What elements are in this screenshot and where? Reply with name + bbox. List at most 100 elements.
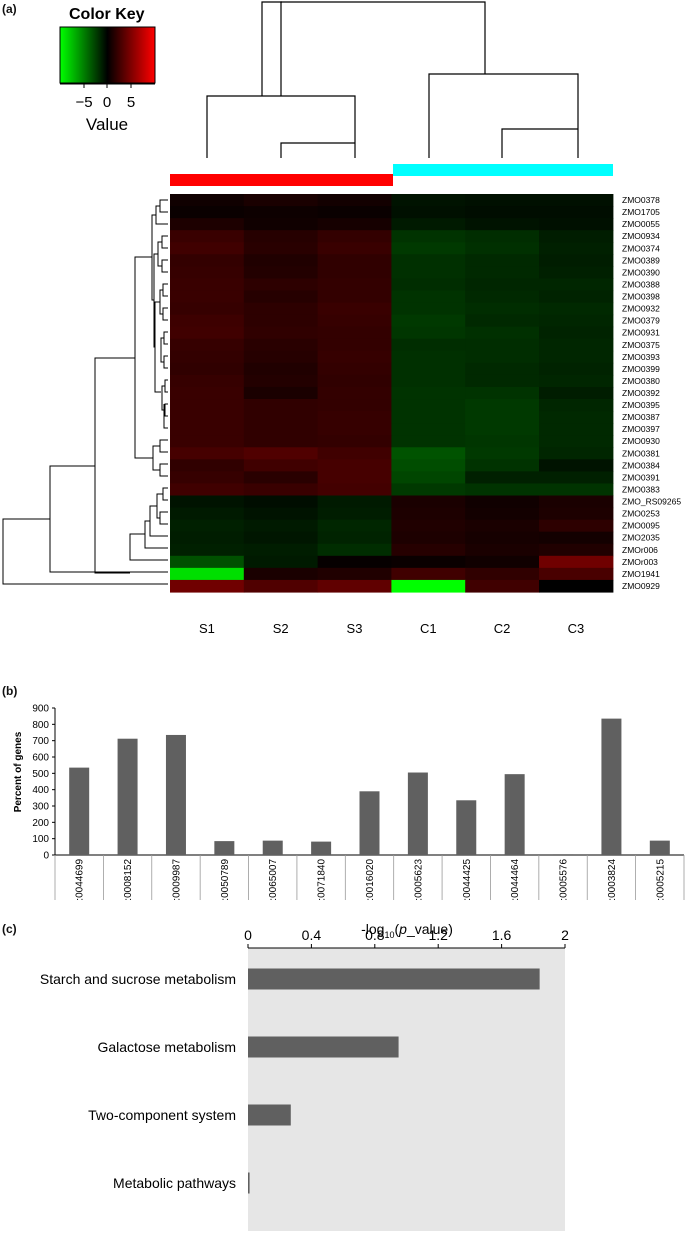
heatmap-cell xyxy=(170,254,245,267)
heatmap-cell xyxy=(317,314,392,328)
bar-GO-0071840 xyxy=(311,841,332,855)
heatmap-cell xyxy=(465,555,540,569)
heatmap-cell xyxy=(391,206,466,219)
heatmap-cell xyxy=(539,459,614,472)
heatmap-cell xyxy=(170,423,245,436)
heatmap-cell xyxy=(170,386,245,400)
heatmap-cell xyxy=(465,567,540,581)
heatmap-cell xyxy=(391,399,466,412)
go-axes: 0 100 200 300 400 500 600 700 800 900 xyxy=(32,704,684,862)
heatmap-cell xyxy=(170,579,245,593)
color-key-tick: 5 xyxy=(127,94,135,111)
heatmap-cell xyxy=(170,543,245,557)
heatmap-row-labels: ZMO0378 ZMO1705 ZMO0055 ZMO0934 ZMO0374 ZMO03… xyxy=(622,195,681,591)
y-tick-label: 300 xyxy=(32,802,49,813)
heatmap-cell xyxy=(539,266,614,280)
heatmap-cell xyxy=(391,350,466,364)
row-label: ZMO0378 xyxy=(622,195,660,205)
category-label: Metabolic pathways xyxy=(113,1175,236,1191)
bar-GO-0065007 xyxy=(262,840,283,855)
bar-GO-0044464 xyxy=(504,774,525,855)
row-label: ZMO0383 xyxy=(622,484,660,494)
heatmap-cell xyxy=(391,218,466,231)
row-label: ZMO0384 xyxy=(622,460,660,470)
heatmap-cell xyxy=(170,399,245,412)
heatmap-cell xyxy=(317,519,392,533)
heatmap-cell xyxy=(170,531,245,545)
heatmap-cell xyxy=(465,543,540,557)
heatmap-cell xyxy=(170,471,245,485)
row-label: ZMO0055 xyxy=(622,219,660,229)
x-tick-label: 0.8 xyxy=(365,927,385,943)
bar-GO-0005623 xyxy=(407,772,428,855)
heatmap-cell xyxy=(539,531,614,545)
heatmap-cell xyxy=(170,218,245,231)
heatmap-cell xyxy=(317,242,392,255)
heatmap-cell xyxy=(539,242,614,255)
heatmap-cell xyxy=(539,290,614,304)
heatmap-cell xyxy=(317,254,392,267)
heatmap-cell xyxy=(539,326,614,340)
row-label: ZMO0399 xyxy=(622,364,660,374)
heatmap-cell xyxy=(539,386,614,400)
heatmap-cell xyxy=(391,483,466,497)
category-label: Two-component system xyxy=(88,1107,236,1123)
heatmap-cell xyxy=(243,254,319,267)
heatmap-cell xyxy=(317,507,392,521)
heatmap-cell xyxy=(539,254,614,267)
row-label: ZMO0387 xyxy=(622,412,660,422)
row-label: ZMOr006 xyxy=(622,545,658,555)
y-tick-label: 500 xyxy=(32,769,49,780)
heatmap-cell xyxy=(243,519,319,533)
row-label: ZMO0389 xyxy=(622,255,660,265)
heatmap-cell xyxy=(465,338,540,352)
heatmap-cell xyxy=(243,350,319,364)
heatmap-cell xyxy=(170,435,245,448)
heatmap-cell xyxy=(243,386,319,400)
row-label: ZMO0388 xyxy=(622,279,660,289)
category-label: GO:0005576 xyxy=(559,859,570,900)
heatmap-cell xyxy=(465,242,540,255)
heatmap-cell xyxy=(391,278,466,292)
heatmap-cell xyxy=(465,326,540,340)
heatmap-cell xyxy=(170,326,245,340)
row-label: ZMO0391 xyxy=(622,472,660,482)
heatmap-cell xyxy=(317,579,392,593)
heatmap-cell xyxy=(317,374,392,388)
heatmap-cell xyxy=(391,495,466,509)
row-label: ZMO0931 xyxy=(622,328,660,338)
category-label: GO:0044425 xyxy=(462,859,473,900)
heatmap-cell xyxy=(170,374,245,388)
heatmap-cell xyxy=(539,278,614,292)
heatmap-cell xyxy=(243,338,319,352)
heatmap-cell xyxy=(539,507,614,521)
heatmap-cell xyxy=(539,543,614,557)
color-key-title: Color Key xyxy=(69,6,145,23)
heatmap-cell xyxy=(170,495,245,509)
heatmap-cell xyxy=(391,519,466,533)
category-label: GO:0044699 xyxy=(75,859,86,900)
heatmap-cell xyxy=(465,206,540,219)
column-label: S1 xyxy=(199,621,215,636)
heatmap-cell xyxy=(317,266,392,280)
heatmap-cell xyxy=(391,290,466,304)
heatmap-cell xyxy=(391,362,466,376)
column-label: C1 xyxy=(420,621,437,636)
heatmap-cell xyxy=(170,266,245,280)
heatmap-cell xyxy=(465,519,540,533)
heatmap-cell xyxy=(243,266,319,280)
y-tick-label: 100 xyxy=(32,834,49,845)
heatmap-cell xyxy=(170,483,245,497)
heatmap-cell xyxy=(465,507,540,521)
row-label: ZMO0374 xyxy=(622,243,660,253)
group-bar-left xyxy=(170,174,393,186)
category-label: GO:0016020 xyxy=(365,859,376,900)
heatmap-cell xyxy=(539,555,614,569)
heatmap-cell xyxy=(317,483,392,497)
category-label: GO:0005623 xyxy=(413,859,424,900)
heatmap-cell xyxy=(391,266,466,280)
heatmap-cell xyxy=(170,290,245,304)
heatmap-cell xyxy=(170,230,245,243)
heatmap-cell xyxy=(317,543,392,557)
heatmap-cell xyxy=(465,194,540,207)
